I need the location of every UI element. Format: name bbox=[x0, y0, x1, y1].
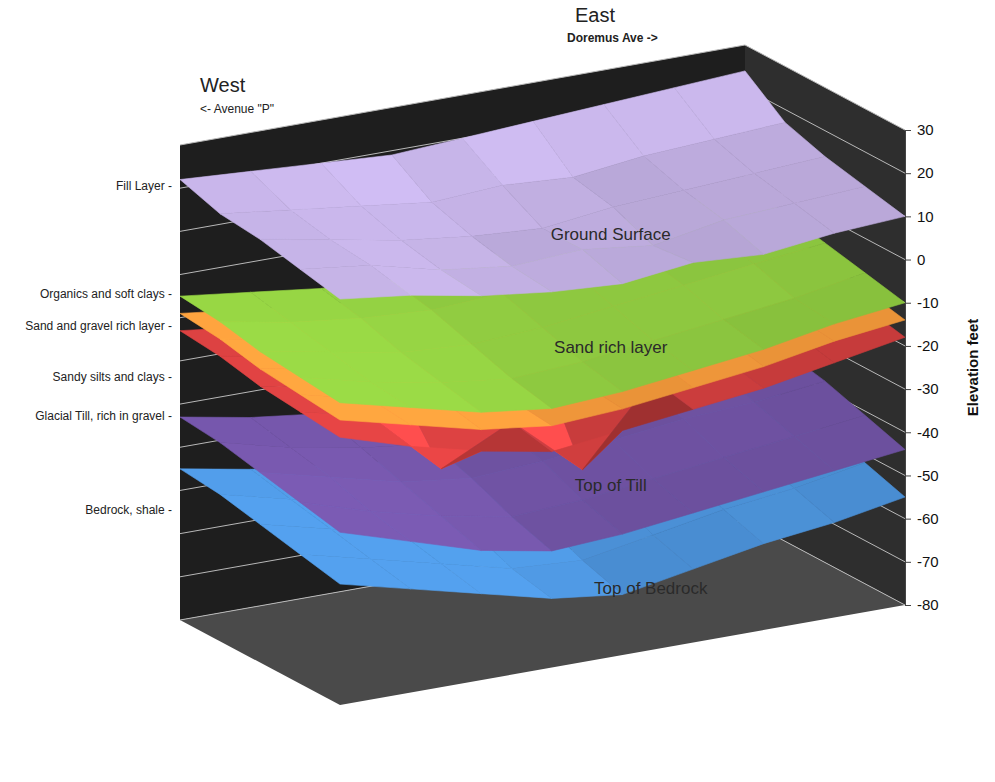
tick: -70 bbox=[905, 553, 939, 570]
layer-label: Sand and gravel rich layer - bbox=[25, 319, 172, 333]
tick-mark bbox=[905, 562, 911, 563]
tick-label: -50 bbox=[917, 467, 939, 484]
tick-label: -80 bbox=[917, 596, 939, 613]
tick-mark bbox=[905, 519, 911, 520]
tick-mark bbox=[905, 303, 911, 304]
direction-label: East bbox=[575, 4, 615, 26]
tick-mark bbox=[905, 260, 911, 261]
tick: 30 bbox=[905, 121, 934, 138]
tick-mark bbox=[905, 475, 911, 476]
chart: Top of Bedrock Top of Till Sand rich layer… bbox=[0, 0, 995, 782]
tick-label: -60 bbox=[917, 510, 939, 527]
street-label: Doremus Ave -> bbox=[567, 31, 658, 45]
tick-mark bbox=[905, 432, 911, 433]
tick: 0 bbox=[905, 251, 925, 268]
layer-labels: Fill Layer - Organics and soft clays - San… bbox=[25, 179, 172, 517]
surface bbox=[180, 222, 905, 470]
tick: -20 bbox=[905, 337, 939, 354]
y-axis: -80 -70 -60 -50 -40 -30 -20 -10 0 10 20 30 bbox=[905, 121, 939, 613]
tick: -50 bbox=[905, 467, 939, 484]
surface-label: Ground Surface bbox=[551, 225, 671, 244]
tick-mark bbox=[905, 389, 911, 390]
surface-labels: Top of Bedrock Top of Till Sand rich layer… bbox=[551, 225, 708, 597]
tick-mark bbox=[905, 605, 911, 606]
surface bbox=[180, 71, 905, 299]
tick-mark bbox=[905, 216, 911, 217]
tick: -10 bbox=[905, 294, 939, 311]
grid bbox=[180, 45, 905, 620]
surface-label: Top of Bedrock bbox=[594, 579, 708, 598]
surfaces bbox=[180, 71, 905, 599]
walls bbox=[180, 45, 905, 705]
tick-label: -10 bbox=[917, 294, 939, 311]
tick-mark bbox=[905, 173, 911, 174]
tick-label: 30 bbox=[917, 121, 934, 138]
surface-cell bbox=[794, 273, 905, 324]
tick: 10 bbox=[905, 208, 934, 225]
layer-label: Glacial Till, rich in gravel - bbox=[35, 409, 172, 423]
axis-title: Elevation feet bbox=[964, 319, 981, 417]
layer-label: Fill Layer - bbox=[116, 179, 172, 193]
surface-cell bbox=[794, 415, 905, 470]
layer-label: Sandy silts and clays - bbox=[53, 370, 172, 384]
surface-cell bbox=[794, 186, 905, 233]
surface-label: Sand rich layer bbox=[554, 338, 668, 357]
tick-label: 20 bbox=[917, 164, 934, 181]
layer-label: Bedrock, shale - bbox=[85, 503, 172, 517]
tick-label: -70 bbox=[917, 553, 939, 570]
tick-label: 10 bbox=[917, 208, 934, 225]
surface bbox=[180, 321, 905, 551]
tick: -80 bbox=[905, 596, 939, 613]
tick-label: 0 bbox=[917, 251, 925, 268]
tick-mark bbox=[905, 130, 911, 131]
tick: -40 bbox=[905, 424, 939, 441]
tick: -60 bbox=[905, 510, 939, 527]
surface-label: Top of Till bbox=[575, 476, 647, 495]
direction-label: West bbox=[200, 74, 246, 96]
layer-label: Organics and soft clays - bbox=[40, 287, 172, 301]
tick-label: -40 bbox=[917, 424, 939, 441]
direction-labels: West <- Avenue "P" East Doremus Ave -> bbox=[200, 4, 658, 116]
street-label: <- Avenue "P" bbox=[200, 102, 274, 116]
tick-label: -30 bbox=[917, 380, 939, 397]
tick: -30 bbox=[905, 380, 939, 397]
tick: 20 bbox=[905, 164, 934, 181]
axis-line bbox=[906, 131, 912, 606]
tick-mark bbox=[905, 346, 911, 347]
tick-label: -20 bbox=[917, 337, 939, 354]
